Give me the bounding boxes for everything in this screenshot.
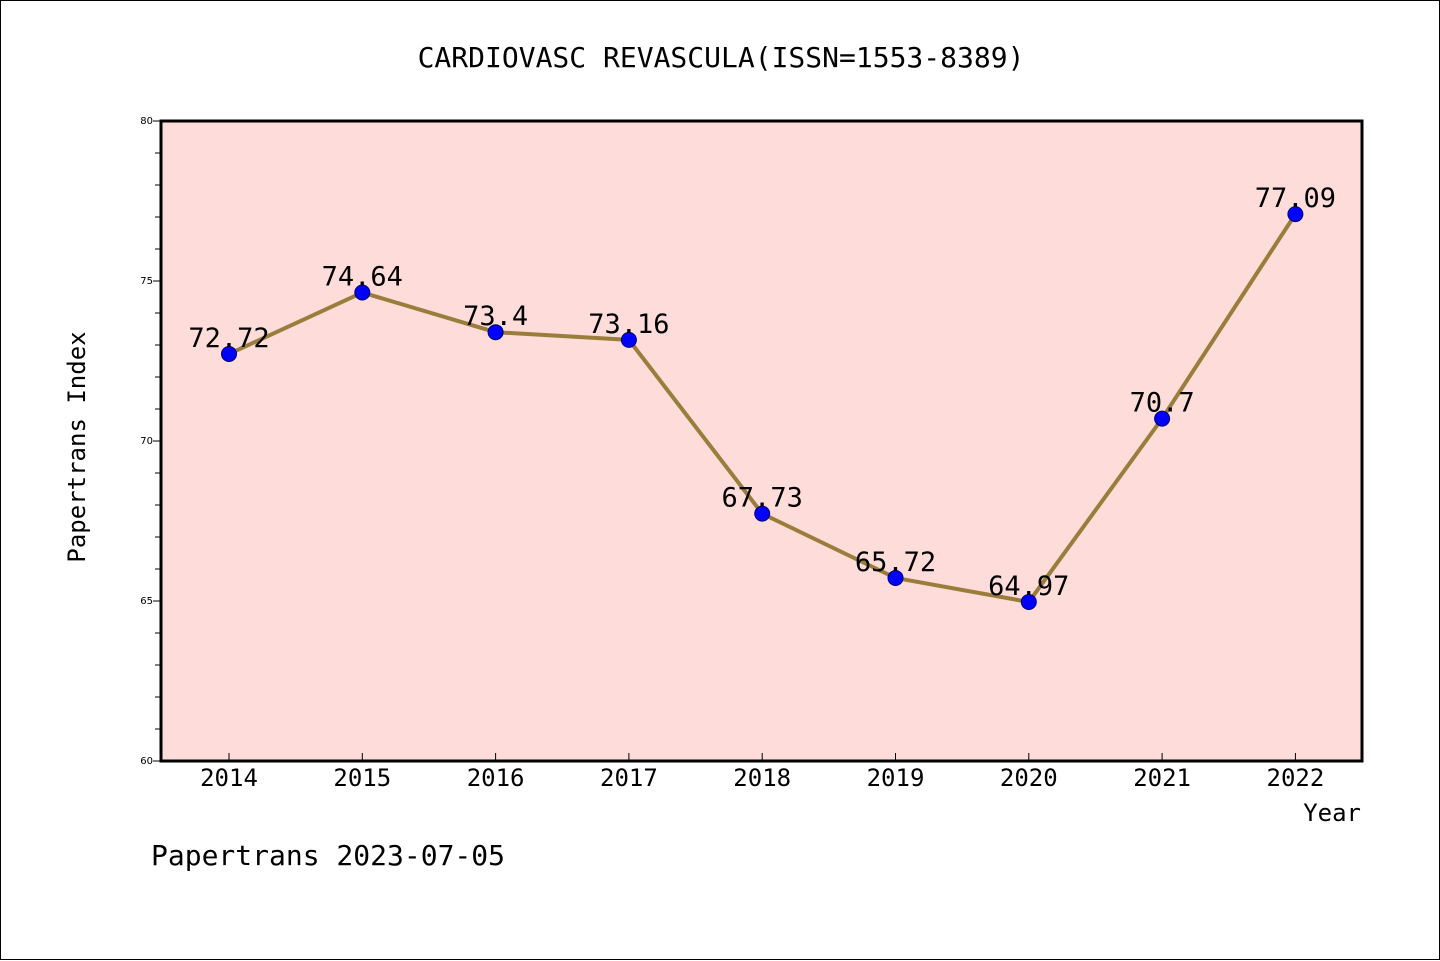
x-tick-label: 2021 [1133, 764, 1191, 792]
y-tick-label: 75 [140, 276, 153, 287]
data-point [487, 324, 504, 341]
x-tick-label: 2022 [1267, 764, 1325, 792]
data-point [887, 569, 904, 586]
plot-area [159, 119, 1364, 763]
data-label: 74.64 [322, 262, 403, 293]
y-axis-label: Papertrans Index [63, 331, 91, 562]
data-point [354, 284, 371, 301]
chart-title: CARDIOVASC REVASCULA(ISSN=1553-8389) [418, 41, 1025, 74]
x-axis-label: Year [1303, 799, 1361, 827]
data-label: 72.72 [188, 323, 269, 354]
data-point [1287, 206, 1304, 223]
data-label: 65.72 [855, 547, 936, 578]
data-label: 73.16 [588, 309, 669, 340]
x-tick-label: 2018 [733, 764, 791, 792]
data-label: 77.09 [1255, 183, 1336, 214]
data-label: 67.73 [722, 483, 803, 514]
data-label: 73.4 [463, 301, 528, 332]
data-point [1020, 593, 1037, 610]
x-tick-label: 2017 [600, 764, 658, 792]
x-tick-label: 2014 [200, 764, 258, 792]
data-label: 64.97 [988, 571, 1069, 602]
footer-text: Papertrans 2023-07-05 [151, 839, 505, 872]
y-tick-label: 80 [140, 116, 153, 127]
x-tick-label: 2019 [867, 764, 925, 792]
y-tick-label: 65 [140, 596, 153, 607]
y-axis: 60 65 70 75 80 [140, 116, 161, 767]
data-point [620, 331, 637, 348]
data-label: 70.7 [1130, 388, 1195, 419]
y-tick-label: 70 [140, 436, 153, 447]
y-tick-label: 60 [140, 756, 153, 767]
x-tick-label: 2016 [467, 764, 525, 792]
data-point [221, 345, 237, 362]
data-point [754, 505, 771, 522]
x-tick-label: 2015 [333, 764, 391, 792]
data-point [1154, 410, 1171, 427]
x-axis: 2014 2015 2016 2017 2018 2019 2020 2021 2022 [200, 753, 1324, 792]
x-tick-label: 2020 [1000, 764, 1058, 792]
series-layer: 72.72 74.64 73.4 73.16 67.73 65.72 64.97 70.7 77… [188, 183, 1336, 610]
